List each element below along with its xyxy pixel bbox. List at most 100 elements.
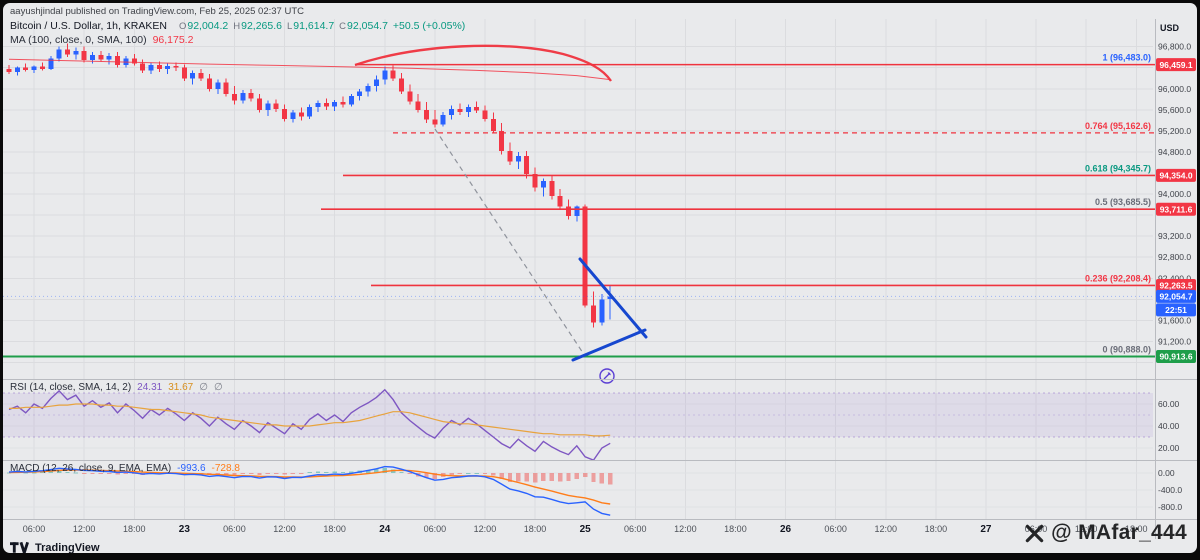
svg-text:96,800.0: 96,800.0	[1158, 42, 1191, 52]
tradingview-brand: TradingView	[35, 541, 100, 554]
svg-text:96,000.0: 96,000.0	[1158, 84, 1191, 94]
svg-text:90,913.6: 90,913.6	[1159, 352, 1192, 362]
macd-signal-value: -728.8	[211, 463, 240, 474]
ohlc-open-value: 92,004.2	[187, 20, 229, 32]
svg-text:24: 24	[379, 524, 391, 535]
svg-text:18:00: 18:00	[724, 524, 747, 534]
chart-canvas[interactable]: 1 (96,483.0) 0.764 (95,162.6) 0.618 (94,34…	[3, 3, 1197, 553]
svg-text:12:00: 12:00	[874, 524, 897, 534]
macd-line	[8, 465, 611, 516]
svg-text:0.5 (93,685.5): 0.5 (93,685.5)	[1095, 197, 1151, 207]
svg-text:20.00: 20.00	[1158, 443, 1180, 453]
svg-text:95,200.0: 95,200.0	[1158, 126, 1191, 136]
svg-text:95,600.0: 95,600.0	[1158, 105, 1191, 115]
svg-text:0.00: 0.00	[1158, 468, 1175, 478]
svg-text:12:00: 12:00	[674, 524, 697, 534]
svg-text:-800.0: -800.0	[1158, 502, 1182, 512]
price-axis-labels: 96,800.0 96,000.0 95,600.0 95,200.0 94,800.0…	[1158, 42, 1191, 512]
ohlc-high-key: H	[233, 21, 241, 32]
ohlc-low-value: 91,614.7	[293, 20, 335, 32]
svg-text:93,200.0: 93,200.0	[1158, 231, 1191, 241]
svg-text:92,400.0: 92,400.0	[1158, 273, 1191, 283]
svg-text:94,354.0: 94,354.0	[1159, 171, 1192, 181]
rsi-value: 24.31	[137, 382, 163, 393]
rsi-hidden-value-1: ∅	[199, 382, 208, 393]
svg-text:18:00: 18:00	[925, 524, 948, 534]
rsi-legend: RSI (14, close, SMA, 14, 2) 24.31 31.67 …	[10, 382, 223, 393]
svg-text:1 (96,483.0): 1 (96,483.0)	[1102, 53, 1151, 63]
svg-text:06:00: 06:00	[424, 524, 447, 534]
svg-text:0.764 (95,162.6): 0.764 (95,162.6)	[1085, 121, 1151, 131]
svg-text:96,459.1: 96,459.1	[1159, 60, 1192, 70]
price-levels: 1 (96,483.0) 0.764 (95,162.6) 0.618 (94,34…	[3, 53, 1155, 358]
svg-text:92,800.0: 92,800.0	[1158, 252, 1191, 262]
svg-text:25: 25	[580, 524, 592, 535]
ma-100-line	[8, 58, 611, 81]
svg-text:27: 27	[980, 524, 992, 535]
macd-indicator-title: MACD (12, 26, close, 9, EMA, EMA)	[10, 463, 172, 474]
axis-currency-label: USD	[1160, 23, 1180, 33]
svg-text:26: 26	[780, 524, 792, 535]
candlestick-series	[6, 43, 613, 328]
rsi-ma-value: 31.67	[168, 382, 194, 393]
ohlc-change: +50.5 (+0.05%)	[392, 20, 466, 32]
svg-text:94,000.0: 94,000.0	[1158, 189, 1191, 199]
pane-separators	[3, 19, 1197, 539]
rsi-indicator-title: RSI (14, close, SMA, 14, 2)	[10, 382, 132, 393]
macd-line-value: -993.6	[177, 463, 206, 474]
svg-text:06:00: 06:00	[624, 524, 647, 534]
svg-text:-400.0: -400.0	[1158, 485, 1182, 495]
macd-signal-line	[8, 469, 611, 505]
tradingview-footer[interactable]: TradingView	[10, 541, 100, 553]
svg-text:92,054.7: 92,054.7	[1159, 292, 1192, 302]
rsi-line	[8, 388, 611, 461]
svg-text:40.00: 40.00	[1158, 421, 1180, 431]
svg-text:60.00: 60.00	[1158, 399, 1180, 409]
symbol-legend: Bitcoin / U.S. Dollar, 1h, KRAKEN O 92,00…	[10, 20, 465, 32]
ohlc-close-value: 92,054.7	[347, 20, 388, 32]
svg-text:18:00: 18:00	[1125, 524, 1148, 534]
ohlc-high-value: 92,265.6	[241, 20, 282, 32]
svg-text:0.618 (94,345.7): 0.618 (94,345.7)	[1085, 163, 1151, 173]
svg-text:94,800.0: 94,800.0	[1158, 147, 1191, 157]
rsi-ma-line	[9, 403, 611, 437]
svg-text:91,600.0: 91,600.0	[1158, 315, 1191, 325]
svg-text:12:00: 12:00	[1075, 524, 1098, 534]
svg-text:22:51: 22:51	[1165, 305, 1187, 315]
rsi-hidden-value-2: ∅	[213, 382, 223, 393]
svg-text:06:00: 06:00	[23, 524, 46, 534]
x-logo-icon	[1025, 524, 1044, 542]
svg-text:23: 23	[179, 524, 191, 535]
ohlc-close-key: C	[339, 21, 347, 32]
svg-text:18:00: 18:00	[524, 524, 547, 534]
analyst-drawings	[354, 44, 648, 384]
svg-text:06:00: 06:00	[824, 524, 847, 534]
svg-text:18:00: 18:00	[323, 524, 346, 534]
ma-indicator-value: 96,175.2	[152, 34, 194, 46]
ohlc-low-key: L	[287, 21, 293, 32]
svg-text:93,711.6: 93,711.6	[1160, 204, 1193, 214]
svg-text:06:00: 06:00	[1025, 524, 1048, 534]
svg-text:92,263.5: 92,263.5	[1159, 281, 1192, 291]
svg-text:12:00: 12:00	[474, 524, 497, 534]
rsi-band	[3, 392, 1153, 438]
watermark: @ MAfar_444	[1025, 521, 1187, 545]
svg-text:06:00: 06:00	[223, 524, 246, 534]
ohlc-open-key: O	[178, 21, 187, 32]
svg-text:0.236 (92,208.4): 0.236 (92,208.4)	[1085, 273, 1151, 283]
svg-text:0 (90,888.0): 0 (90,888.0)	[1102, 344, 1151, 354]
published-byline: aayushjindal published on TradingView.co…	[10, 6, 304, 17]
svg-text:12:00: 12:00	[73, 524, 96, 534]
svg-text:18:00: 18:00	[123, 524, 146, 534]
axis-badges: 96,459.1 94,354.0 93,711.6 92,263.592,054.7…	[1156, 58, 1196, 363]
watermark-handle: @ MAfar_444	[1051, 521, 1187, 544]
ma-indicator-title: MA (100, close, 0, SMA, 100)	[10, 34, 147, 46]
svg-text:12:00: 12:00	[273, 524, 296, 534]
symbol-title: Bitcoin / U.S. Dollar, 1h, KRAKEN	[10, 20, 167, 32]
price-chart[interactable]: 1 (96,483.0) 0.764 (95,162.6) 0.618 (94,34…	[3, 3, 1197, 553]
time-axis-labels: 06:00 12:00 18:00 23 06:00 12:00 18:00 24 06:00 1…	[23, 524, 1148, 535]
svg-text:91,200.0: 91,200.0	[1158, 336, 1191, 346]
tradingview-logo-icon	[10, 541, 29, 553]
grid	[3, 19, 1153, 519]
